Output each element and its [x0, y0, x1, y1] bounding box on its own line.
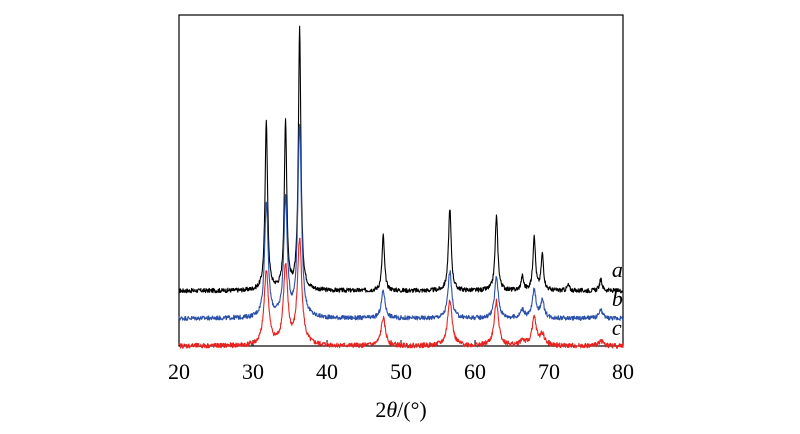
series-line-a	[178, 25, 624, 294]
x-tick-label: 60	[464, 359, 486, 384]
series-labels: abc	[612, 257, 623, 340]
x-tick-label: 20	[168, 359, 190, 384]
series-line-b	[178, 123, 624, 321]
x-axis-title: 2θ/(°)	[375, 397, 426, 422]
series-label-c: c	[612, 315, 622, 340]
x-tick-label: 50	[390, 359, 412, 384]
x-tick-label: 40	[316, 359, 338, 384]
series-label-b: b	[612, 286, 623, 311]
x-tick-label: 70	[538, 359, 560, 384]
x-tick-label: 80	[612, 359, 634, 384]
plot-frame	[178, 14, 624, 347]
x-tick-label: 30	[242, 359, 264, 384]
series-label-a: a	[612, 257, 623, 282]
x-ticks: 20 30 40 50 60 70 80	[168, 340, 634, 384]
series-lines	[178, 25, 624, 349]
series-line-c	[178, 237, 624, 349]
